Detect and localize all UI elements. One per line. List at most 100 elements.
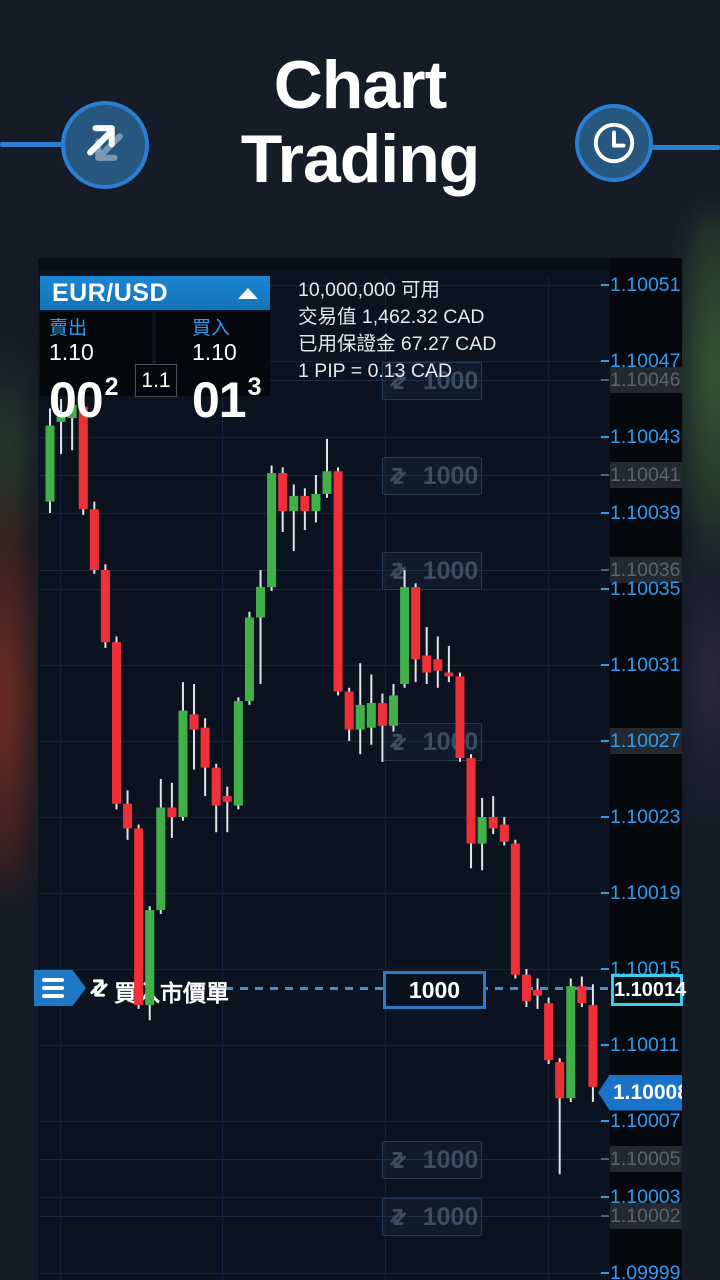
used-margin: 已用保證金 67.27 CAD	[298, 333, 497, 355]
trade-arrows-glyph	[389, 563, 406, 579]
axis-highlight-row	[610, 728, 682, 754]
trade-value: 交易值 1,462.32 CAD	[298, 306, 485, 328]
trade-arrows-icon	[61, 101, 149, 189]
grid-line-h	[40, 665, 602, 666]
axis-price-label: 1.10019	[610, 882, 681, 904]
axis-ghost-label: 1.10002	[610, 1205, 681, 1227]
ghost-order-button[interactable]: 1000	[382, 1198, 482, 1236]
ghost-order-button[interactable]: 1000	[382, 362, 482, 400]
ghost-order-button[interactable]: 1000	[382, 1141, 482, 1179]
axis-tick	[601, 588, 609, 590]
ghost-order-button[interactable]: 1000	[382, 552, 482, 590]
background-blur	[676, 210, 720, 570]
grid-line-h	[40, 1273, 602, 1274]
axis-price-label: 1.10003	[610, 1186, 681, 1208]
sell-label: 賣出	[49, 318, 88, 339]
axis-price-label: 1.10031	[610, 654, 681, 676]
axis-tick	[601, 1158, 609, 1160]
grid-line-h	[40, 817, 602, 818]
trade-arrows-glyph	[87, 124, 123, 161]
grid-line-h	[40, 437, 602, 438]
axis-tick	[601, 284, 609, 286]
axis-ghost-row	[610, 1146, 682, 1172]
ghost-order-quantity: 1000	[422, 556, 479, 585]
page-title-line2: Trading	[240, 121, 481, 197]
axis-price-label: 1.10011	[610, 1034, 680, 1056]
axis-price-label: 1.10039	[610, 502, 681, 524]
axis-tick	[601, 512, 609, 514]
axis-tick	[601, 1196, 609, 1198]
ghost-order-button[interactable]: 1000	[382, 723, 482, 761]
order-line-dash-left	[210, 987, 383, 990]
grid-line-h	[40, 285, 602, 286]
trade-arrows-glyph	[389, 373, 406, 389]
instrument-symbol: EUR/USD	[52, 278, 169, 307]
axis-tick	[601, 1215, 609, 1217]
spread-value: 1.1	[135, 364, 177, 397]
instrument-selector[interactable]: EUR/USD	[40, 276, 270, 310]
axis-tick	[601, 474, 609, 476]
account-available: 10,000,000 可用	[298, 279, 441, 301]
grid-line-v	[222, 276, 223, 1280]
trade-arrows-glyph	[389, 1152, 406, 1168]
axis-ghost-label: 1.10005	[610, 1148, 681, 1170]
connector-line-right	[652, 145, 720, 150]
trade-arrows-icon	[86, 975, 112, 1001]
axis-price-label: 1.10007	[610, 1110, 681, 1132]
axis-price-label: 1.10035	[610, 578, 681, 600]
grid-line-h	[40, 1045, 602, 1046]
clock-icon	[575, 104, 653, 182]
order-line-dash-right	[480, 987, 610, 990]
background-blur	[0, 470, 42, 890]
trade-arrows-glyph	[78, 116, 132, 175]
axis-ghost-label: 1.10046	[610, 369, 681, 391]
current-price-badge: 1.10008	[598, 1074, 682, 1111]
trade-arrows-glyph	[389, 1209, 406, 1225]
grid-line-h	[40, 1197, 602, 1198]
axis-price-label: 1.10023	[610, 806, 681, 828]
axis-tick	[601, 569, 609, 571]
order-quantity-input[interactable]: 1000	[383, 971, 486, 1009]
triangle-up-icon	[238, 287, 258, 299]
sell-price-sup: 2	[104, 373, 119, 401]
order-side-label[interactable]: 買入市價單	[114, 980, 229, 1006]
page-title-line1: Chart	[273, 47, 448, 123]
grid-line-h	[40, 513, 602, 514]
trade-arrows-glyph	[90, 979, 108, 997]
axis-tick	[601, 379, 609, 381]
grid-line-h	[40, 361, 602, 362]
ghost-order-quantity: 1000	[422, 461, 479, 490]
axis-ghost-label: 1.10036	[610, 559, 681, 581]
axis-tick	[601, 1272, 609, 1274]
page-title: Chart Trading	[0, 48, 720, 196]
panel-top-strip	[38, 258, 682, 270]
ghost-order-quantity: 1000	[422, 1145, 479, 1174]
axis-tick	[601, 360, 609, 362]
axis-tick	[601, 816, 609, 818]
axis-tick	[601, 740, 609, 742]
axis-price-label: 1.10027	[610, 730, 681, 752]
buy-price-prefix: 1.10	[192, 339, 237, 365]
grid-line-h	[40, 893, 602, 894]
trade-arrows-glyph	[389, 734, 406, 750]
buy-price-sup: 3	[247, 373, 262, 401]
background-blur	[678, 540, 720, 820]
ghost-level-line	[40, 1159, 602, 1160]
grid-line-v	[60, 276, 61, 1280]
pip-value: 1 PIP = 0.13 CAD	[298, 360, 453, 382]
grid-line-v	[548, 276, 549, 1280]
ghost-order-quantity: 1000	[422, 1202, 479, 1231]
ghost-level-line	[40, 475, 602, 476]
ghost-order-button[interactable]: 1000	[382, 457, 482, 495]
axis-ghost-row	[610, 557, 682, 583]
account-info: 10,000,000 可用 交易值 1,462.32 CAD 已用保證金 67.…	[298, 277, 588, 385]
grid-line-v	[385, 276, 386, 1280]
axis-price-label: 1.09999	[610, 1262, 681, 1280]
axis-tick	[601, 892, 609, 894]
connector-line-left	[0, 142, 66, 147]
ghost-level-line	[40, 380, 602, 381]
clock-glyph	[593, 122, 635, 164]
buy-price-big: 013	[192, 372, 262, 428]
axis-tick	[601, 436, 609, 438]
